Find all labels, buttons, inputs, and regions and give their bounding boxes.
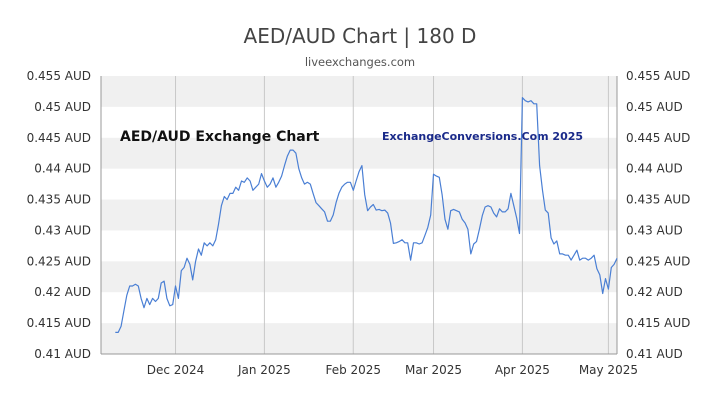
vertical-gridlines bbox=[175, 76, 609, 354]
y-tick-label-right: 0.41 AUD bbox=[626, 347, 683, 361]
y-tick-label-right: 0.425 AUD bbox=[626, 254, 690, 268]
x-tick-label: Apr 2025 bbox=[495, 363, 550, 377]
grid-band bbox=[101, 199, 617, 231]
y-tick-label-right: 0.42 AUD bbox=[626, 285, 683, 299]
y-tick-label-left: 0.45 AUD bbox=[34, 100, 91, 114]
inner-chart-title: AED/AUD Exchange Chart bbox=[120, 129, 320, 145]
y-tick-label-right: 0.44 AUD bbox=[626, 162, 683, 176]
chart-title: AED/AUD Chart | 180 D bbox=[243, 24, 477, 48]
y-tick-label-right: 0.455 AUD bbox=[626, 69, 690, 83]
series-group bbox=[115, 96, 618, 333]
grid-band bbox=[101, 137, 617, 169]
y-tick-label-right: 0.45 AUD bbox=[626, 100, 683, 114]
y-tick-label-left: 0.415 AUD bbox=[27, 316, 91, 330]
grid-band bbox=[101, 261, 617, 293]
y-tick-label-right: 0.445 AUD bbox=[626, 131, 690, 145]
y-axis-left: 0.41 AUD 0.415 AUD 0.42 AUD 0.425 AUD 0.43 A… bbox=[27, 69, 91, 361]
x-axis: Dec 2024 Jan 2025 Feb 2025 Mar 2025 Apr 2025… bbox=[147, 363, 638, 377]
x-tick-label: Feb 2025 bbox=[325, 363, 381, 377]
grid-band bbox=[101, 323, 617, 354]
x-tick-label: May 2025 bbox=[579, 363, 638, 377]
y-axis-right: 0.41 AUD 0.415 AUD 0.42 AUD 0.425 AUD 0.43 A… bbox=[626, 69, 690, 361]
y-tick-label-left: 0.42 AUD bbox=[34, 285, 91, 299]
y-tick-label-left: 0.455 AUD bbox=[27, 69, 91, 83]
watermark-text: ExchangeConversions.Com 2025 bbox=[382, 130, 583, 143]
axes bbox=[100, 76, 618, 355]
y-tick-label-left: 0.445 AUD bbox=[27, 131, 91, 145]
x-tick-label: Dec 2024 bbox=[147, 363, 205, 377]
y-tick-label-left: 0.43 AUD bbox=[34, 223, 91, 237]
y-tick-label-left: 0.41 AUD bbox=[34, 347, 91, 361]
y-tick-label-right: 0.43 AUD bbox=[626, 223, 683, 237]
y-tick-label-right: 0.415 AUD bbox=[626, 316, 690, 330]
y-tick-label-left: 0.44 AUD bbox=[34, 162, 91, 176]
y-tick-label-right: 0.435 AUD bbox=[626, 193, 690, 207]
grid-band bbox=[101, 76, 617, 107]
chart-subtitle: liveexchanges.com bbox=[304, 55, 416, 69]
grid-bands bbox=[101, 76, 617, 354]
x-tick-label: Mar 2025 bbox=[405, 363, 462, 377]
x-tick-label: Jan 2025 bbox=[237, 363, 291, 377]
y-tick-label-left: 0.425 AUD bbox=[27, 254, 91, 268]
y-tick-label-left: 0.435 AUD bbox=[27, 193, 91, 207]
series-line bbox=[115, 96, 618, 333]
